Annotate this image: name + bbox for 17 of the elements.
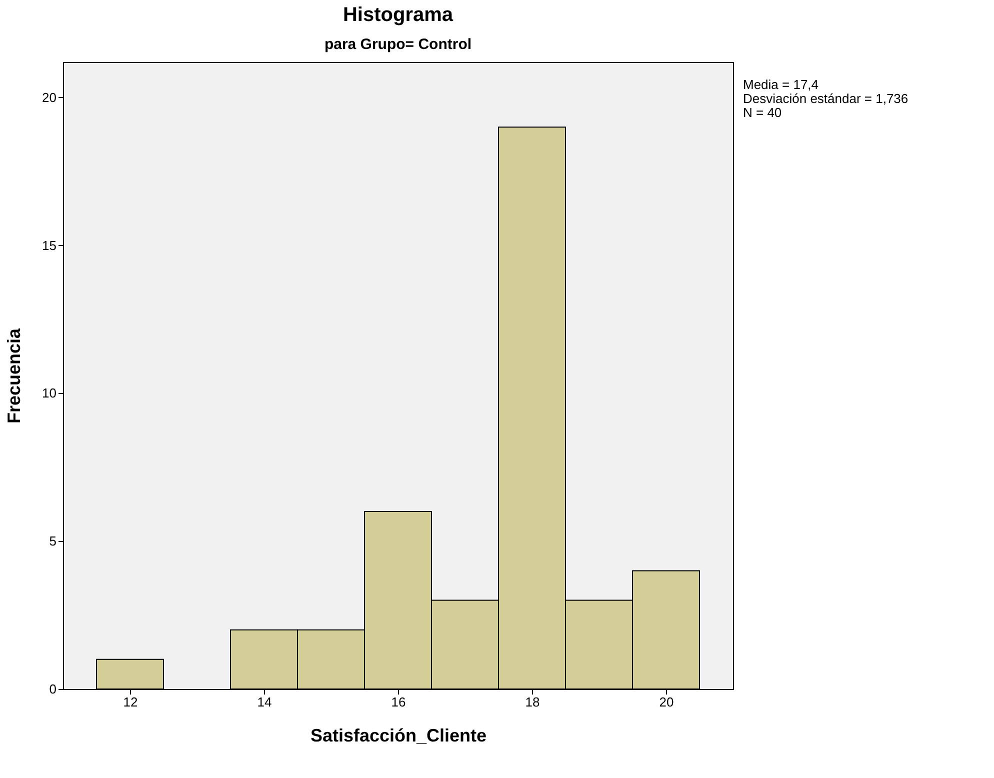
y-axis-title: Frecuencia bbox=[4, 327, 24, 424]
chart-subtitle: para Grupo= Control bbox=[324, 36, 472, 53]
y-tick-label: 0 bbox=[49, 682, 56, 696]
chart-title: Histograma bbox=[342, 4, 454, 26]
x-tick-label: 14 bbox=[257, 694, 272, 710]
x-tick-label: 18 bbox=[525, 694, 540, 710]
text: N = 40 bbox=[743, 105, 782, 120]
y-tick-label: 10 bbox=[42, 386, 56, 401]
y-tick-label: 20 bbox=[42, 90, 56, 105]
text: Desviación estándar = 1,736 bbox=[743, 91, 908, 106]
x-tick-label: 12 bbox=[123, 694, 138, 710]
y-tick-label: 15 bbox=[42, 238, 56, 253]
x-axis-title: Satisfacción_Cliente bbox=[310, 726, 487, 746]
text: Media = 17,4 bbox=[743, 77, 819, 92]
y-tick-label: 5 bbox=[49, 534, 56, 549]
x-tick-label: 20 bbox=[659, 694, 674, 710]
x-tick-label: 16 bbox=[391, 694, 406, 710]
